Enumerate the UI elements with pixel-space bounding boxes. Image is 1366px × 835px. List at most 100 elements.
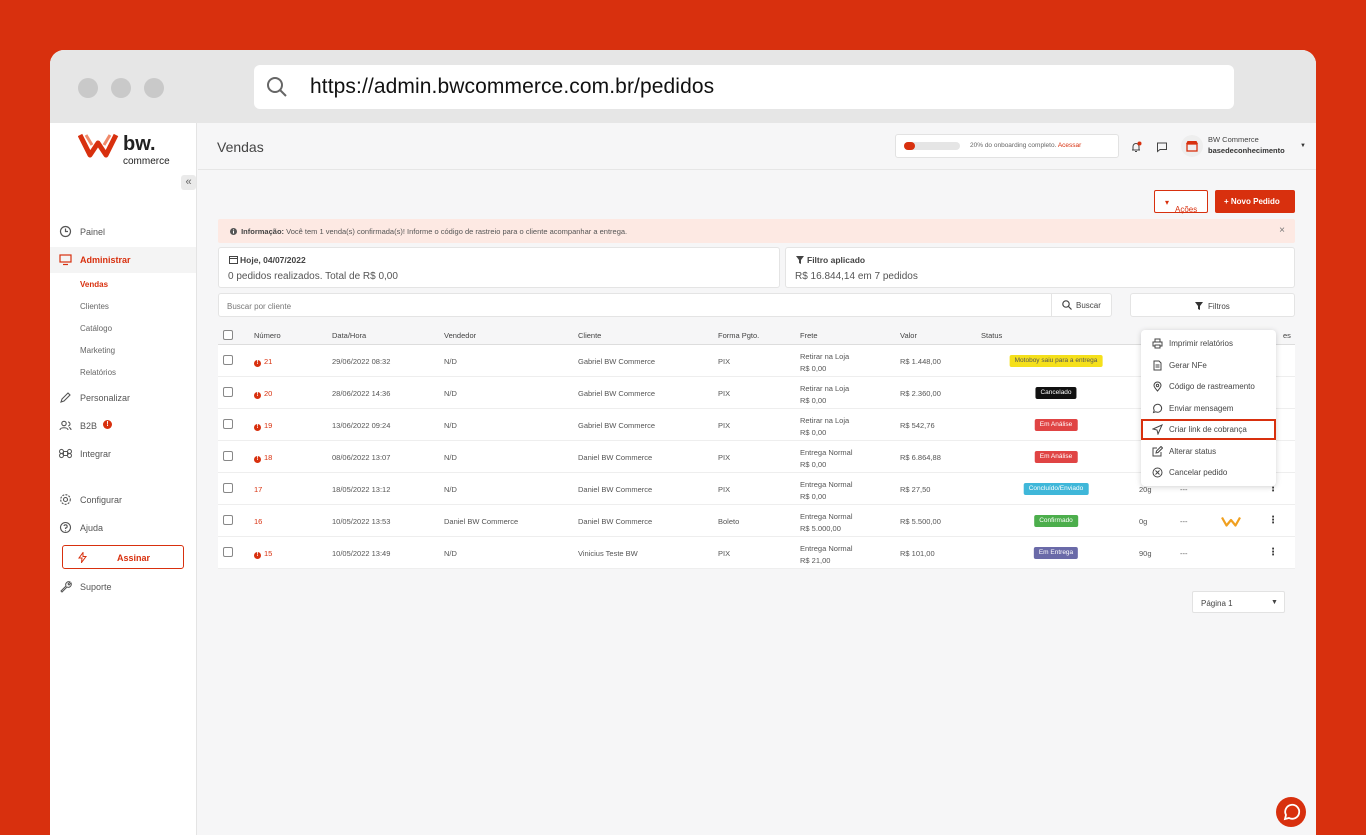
sidebar-item-label: Ajuda (80, 523, 104, 533)
page-select[interactable]: Página 1 ▼ (1192, 591, 1285, 613)
column-header-status[interactable]: Status (981, 331, 1003, 340)
app: bw. commerce « Painel Administrar Vendas… (50, 123, 1316, 835)
order-payment: PIX (718, 421, 731, 430)
store-avatar[interactable] (1181, 135, 1203, 157)
sidebar-subitem-relatorios[interactable]: Relatórios (80, 368, 117, 377)
sidebar-item-painel[interactable]: Painel (50, 219, 196, 245)
chevron-down-icon[interactable]: ▼ (1300, 143, 1306, 149)
row-checkbox[interactable] (223, 451, 233, 461)
onboarding-progress[interactable]: 20% do onboarding completo. Acessar (895, 134, 1119, 158)
sidebar-subitem-marketing[interactable]: Marketing (80, 346, 116, 355)
order-number[interactable]: ! 15 (254, 549, 272, 559)
sidebar-item-b2b[interactable]: B2B ! (50, 413, 196, 439)
today-title: Hoje, 04/07/2022 (229, 255, 306, 265)
column-header-vendedor[interactable]: Vendedor (444, 331, 477, 340)
shipping-method: Entrega Normal (800, 544, 853, 553)
column-header-forma-pgto[interactable]: Forma Pgto. (718, 331, 760, 340)
column-header-valor[interactable]: Valor (900, 331, 917, 340)
order-shipping: Retirar na Loja R$ 0,00 (800, 351, 849, 375)
close-icon[interactable]: × (1279, 225, 1285, 236)
order-seller: N/D (444, 485, 457, 494)
menu-item-codigo-rastreamento[interactable]: Código de rastreamento (1141, 376, 1276, 397)
sidebar-item-configurar[interactable]: Configurar (50, 487, 196, 513)
acoes-dropdown-button[interactable]: Ações ▾ (1154, 190, 1208, 214)
row-actions-menu-icon[interactable]: ⋮ (1268, 515, 1278, 526)
row-checkbox[interactable] (223, 419, 233, 429)
order-number[interactable]: 16 (254, 517, 262, 526)
order-value: R$ 2.360,00 (900, 389, 941, 398)
chat-button[interactable] (1276, 797, 1306, 827)
onboarding-label: 20% do onboarding completo. (970, 142, 1057, 149)
sidebar-subitem-vendas[interactable]: Vendas (80, 280, 109, 289)
order-number[interactable]: ! 18 (254, 453, 272, 463)
buscar-button[interactable]: Buscar (1051, 294, 1111, 316)
order-shipping: Retirar na Loja R$ 0,00 (800, 415, 849, 439)
alert-icon: ! (254, 552, 261, 559)
message-icon[interactable] (1156, 141, 1168, 153)
select-all-checkbox[interactable] (223, 330, 233, 340)
row-actions-menu-icon[interactable]: ⋮ (1268, 547, 1278, 558)
whatsapp-icon (1152, 403, 1163, 414)
menu-item-gerar-nfe[interactable]: Gerar NFe (1141, 355, 1276, 376)
window-dot[interactable] (111, 78, 131, 98)
cancel-circle-icon (1152, 467, 1163, 478)
info-alert: Informação: Você tem 1 venda(s) confirma… (218, 219, 1295, 243)
order-number[interactable]: 17 (254, 485, 262, 494)
order-client: Vinicius Teste BW (578, 549, 638, 558)
address-bar[interactable]: https://admin.bwcommerce.com.br/pedidos (254, 65, 1234, 109)
table-row[interactable]: ! 20 28/06/2022 14:36 N/D Gabriel BW Commerc… (218, 377, 1295, 409)
column-header-cliente[interactable]: Cliente (578, 331, 602, 340)
search-input[interactable]: Buscar por cliente (227, 302, 292, 311)
status-badge: Em Entrega (1033, 547, 1079, 559)
order-number[interactable]: ! 21 (254, 357, 272, 367)
row-actions-menu-icon[interactable]: ⋮ (1268, 483, 1278, 494)
menu-item-cancelar-pedido[interactable]: Cancelar pedido (1141, 462, 1276, 483)
menu-item-imprimir-relatorios[interactable]: Imprimir relatórios (1141, 333, 1276, 354)
menu-item-criar-link-cobranca[interactable]: Criar link de cobrança (1141, 419, 1276, 440)
table-row[interactable]: ! 19 13/06/2022 09:24 N/D Gabriel BW Commerc… (218, 409, 1295, 441)
sidebar-item-administrar[interactable]: Administrar (50, 247, 196, 273)
user-info[interactable]: BW Commerce basedeconhecimento (1208, 134, 1285, 156)
menu-item-enviar-mensagem[interactable]: Enviar mensagem (1141, 398, 1276, 419)
browser-window: https://admin.bwcommerce.com.br/pedidos … (50, 50, 1316, 835)
sidebar-item-suporte[interactable]: Suporte (50, 574, 196, 600)
order-number-text: 15 (264, 549, 273, 558)
sidebar-item-personalizar[interactable]: Personalizar (50, 385, 196, 411)
window-dot[interactable] (144, 78, 164, 98)
filtros-button[interactable]: Filtros (1130, 293, 1295, 317)
sidebar-item-label: Configurar (80, 495, 123, 505)
row-checkbox[interactable] (223, 515, 233, 525)
table-row[interactable]: 17 18/05/2022 13:12 N/D Daniel BW Commerce P… (218, 473, 1295, 505)
shipping-cost: R$ 21,00 (800, 556, 831, 565)
novo-pedido-button[interactable]: + Novo Pedido (1215, 190, 1295, 213)
window-dot[interactable] (78, 78, 98, 98)
brand-logo[interactable]: bw. commerce (77, 131, 170, 167)
table-row[interactable]: 16 10/05/2022 13:53 Daniel BW Commerce Dani… (218, 505, 1295, 537)
sidebar-item-integrar[interactable]: Integrar (50, 441, 196, 467)
order-payment: PIX (718, 389, 731, 398)
bell-icon[interactable] (1130, 141, 1142, 153)
menu-item-alterar-status[interactable]: Alterar status (1141, 441, 1276, 462)
order-number[interactable]: ! 19 (254, 421, 272, 431)
assinar-button[interactable]: Assinar (62, 545, 184, 569)
order-number[interactable]: ! 20 (254, 389, 272, 399)
row-checkbox[interactable] (223, 355, 233, 365)
table-row[interactable]: ! 15 10/05/2022 13:49 N/D Vinicius Teste BW P… (218, 537, 1295, 569)
onboarding-link[interactable]: Acessar (1057, 142, 1082, 149)
column-header-datahora[interactable]: Data/Hora (332, 331, 367, 340)
sidebar-subitem-catalogo[interactable]: Catálogo (80, 324, 113, 333)
row-checkbox[interactable] (223, 387, 233, 397)
row-checkbox[interactable] (223, 483, 233, 493)
order-context-menu: Imprimir relatórios Gerar NFe Código de … (1141, 330, 1276, 486)
sidebar-subitem-clientes[interactable]: Clientes (80, 302, 109, 311)
table-row[interactable]: ! 21 29/06/2022 08:32 N/D Gabriel BW Commerc… (218, 345, 1295, 377)
collapse-sidebar-button[interactable]: « (181, 175, 196, 190)
column-header-numero[interactable]: Número (254, 331, 281, 340)
order-payment: PIX (718, 453, 731, 462)
table-row[interactable]: ! 18 08/06/2022 13:07 N/D Daniel BW Commerce… (218, 441, 1295, 473)
sidebar-item-ajuda[interactable]: Ajuda (50, 515, 196, 541)
bw-logo-icon (1221, 516, 1241, 527)
row-checkbox[interactable] (223, 547, 233, 557)
filtros-label: Filtros (1208, 302, 1230, 311)
column-header-frete[interactable]: Frete (800, 331, 818, 340)
